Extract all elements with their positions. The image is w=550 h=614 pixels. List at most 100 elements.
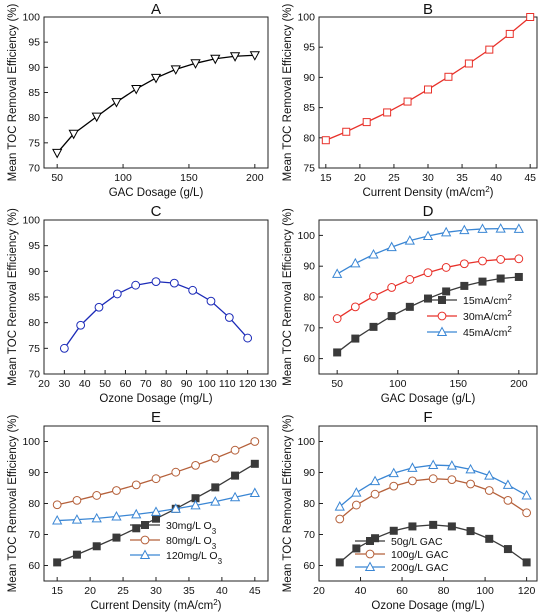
- data-point: [131, 84, 142, 95]
- y-tick-label: 60: [303, 353, 315, 365]
- data-point: [131, 480, 141, 490]
- data-point: [152, 514, 160, 523]
- series-1: [333, 272, 523, 357]
- x-tick-label: 200: [246, 172, 264, 184]
- data-point: [522, 558, 531, 567]
- data-point: [464, 59, 473, 68]
- data-point: [503, 545, 512, 554]
- data-point: [369, 475, 381, 486]
- data-point: [231, 471, 240, 480]
- data-point: [386, 241, 397, 252]
- x-tick-label: 100: [389, 378, 407, 390]
- x-tick-label: 50: [331, 378, 343, 390]
- data-point: [72, 550, 81, 559]
- legend-marker: [140, 535, 150, 545]
- legend-label: 30mg/L O3: [166, 520, 217, 536]
- y-tick-label: 80: [28, 317, 40, 329]
- data-point: [350, 257, 361, 268]
- legend-marker: [139, 549, 151, 559]
- data-point: [423, 268, 433, 278]
- x-axis-title: Current Density (mA/cm2): [363, 185, 494, 200]
- data-point: [351, 500, 361, 510]
- y-tick-label: 100: [22, 12, 40, 24]
- panel-d: D 50 100 150 200 60 70 80 90 100 GAC Dosage (g/L) M…: [282, 203, 538, 405]
- series-2: [332, 254, 524, 323]
- data-point: [522, 508, 532, 518]
- panel-f: F 20 40 60 80 100 120 60 70 80 90 100 Ozone Dosage (…: [282, 409, 538, 612]
- data-point: [405, 275, 415, 284]
- data-point: [210, 453, 220, 463]
- data-point: [59, 343, 69, 353]
- data-point: [210, 54, 221, 65]
- x-tick-label: 45: [524, 172, 536, 184]
- data-point: [513, 223, 524, 233]
- data-point: [112, 533, 121, 542]
- x-tick-label: 40: [79, 378, 91, 390]
- data-point: [505, 29, 514, 38]
- legend-label: 15mA/cm2: [463, 292, 512, 307]
- legend-marker: [438, 296, 446, 304]
- data-point: [170, 65, 181, 75]
- y-tick-label: 70: [28, 163, 40, 175]
- data-point: [350, 302, 360, 312]
- x-tick-label: 70: [140, 378, 152, 390]
- y-tick-label: 85: [28, 87, 40, 99]
- x-tick-label: 50: [99, 378, 111, 390]
- data-point: [334, 501, 345, 511]
- x-tick-label: 40: [355, 585, 367, 597]
- data-point: [210, 496, 221, 506]
- x-tick-label: 90: [181, 378, 193, 390]
- data-point: [249, 487, 260, 497]
- y-tick-label: 90: [28, 266, 40, 278]
- data-point: [460, 281, 469, 290]
- data-point: [68, 129, 79, 140]
- data-point: [370, 489, 380, 499]
- x-tick-label: 35: [183, 585, 195, 597]
- x-tick-label: 20: [38, 378, 50, 390]
- legend-label: 50g/L GAC: [391, 536, 443, 548]
- legend-label: 80mg/L O3: [166, 535, 217, 551]
- y-tick-label: 100: [22, 436, 40, 448]
- data-point: [169, 278, 179, 288]
- data-point: [76, 320, 86, 330]
- data-point: [206, 296, 216, 306]
- data-point: [351, 334, 360, 343]
- series-3: [334, 459, 532, 511]
- y-tick-label: 85: [28, 292, 40, 304]
- data-point: [170, 503, 181, 513]
- data-point: [496, 274, 505, 283]
- series-line: [63, 280, 249, 349]
- data-point: [478, 277, 487, 286]
- y-tick-label: 70: [28, 369, 40, 381]
- data-point: [388, 467, 399, 478]
- y-tick-label: 80: [28, 112, 40, 124]
- y-tick-label: 80: [303, 498, 315, 510]
- series-3: [332, 223, 524, 278]
- data-point: [404, 235, 415, 245]
- data-point: [387, 283, 397, 292]
- y-tick-label: 70: [28, 529, 40, 541]
- y-tick-label: 100: [297, 230, 315, 242]
- data-point: [188, 285, 198, 295]
- x-tick-label: 20: [354, 172, 366, 184]
- x-axis-title: Ozone Dosage (mg/L): [99, 393, 212, 405]
- data-point: [503, 496, 513, 505]
- data-point: [111, 510, 122, 521]
- data-point: [526, 13, 535, 21]
- data-point: [407, 462, 418, 472]
- data-point: [428, 459, 439, 470]
- x-tick-label: 120: [239, 378, 257, 390]
- data-point: [408, 476, 417, 486]
- x-tick-label: 50: [51, 172, 63, 184]
- y-tick-label: 60: [28, 560, 40, 572]
- data-point: [484, 470, 495, 480]
- data-point: [369, 291, 378, 301]
- data-point: [495, 223, 506, 233]
- y-tick-label: 85: [303, 102, 315, 114]
- data-point: [171, 467, 181, 477]
- data-point: [250, 459, 259, 468]
- data-point: [342, 127, 351, 136]
- data-point: [229, 52, 241, 62]
- legend-label: 100g/L GAC: [391, 549, 449, 561]
- data-point: [150, 73, 162, 84]
